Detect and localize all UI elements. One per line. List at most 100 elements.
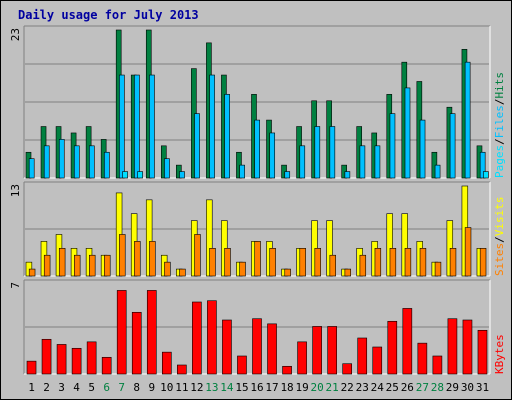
bar-sites-13 [209, 248, 216, 277]
x-tick-label-14: 14 [220, 381, 234, 394]
bar-files-9 [149, 74, 155, 179]
bar-files-26 [404, 87, 411, 179]
bar-sites-28 [434, 261, 442, 277]
bar-kbytes-22 [342, 363, 353, 375]
x-tick-label-30: 30 [461, 381, 474, 394]
bar-files-16 [254, 119, 260, 179]
bar-pages-31 [483, 171, 489, 179]
bar-files-17 [269, 132, 276, 179]
x-tick-label-11: 11 [175, 381, 188, 394]
bar-sites-4 [73, 254, 81, 277]
bar-files-21 [329, 126, 336, 179]
panel-top: 23 Pages/Files/Hits [9, 25, 506, 179]
bar-kbytes-10 [161, 351, 172, 375]
x-tick-label-2: 2 [43, 381, 50, 394]
bar-kbytes-21 [327, 326, 337, 375]
legend-visits: Visits [493, 197, 506, 237]
bars [26, 290, 488, 375]
x-tick-label-7: 7 [118, 381, 125, 394]
x-tick-label-23: 23 [356, 381, 369, 394]
bar-kbytes-6 [101, 356, 112, 375]
bar-sites-17 [269, 248, 276, 277]
bar-kbytes-11 [177, 364, 187, 375]
bar-files-18 [284, 171, 291, 179]
legend-separator: / [493, 236, 506, 243]
bar-files-13 [209, 74, 215, 179]
bar-sites-31 [479, 248, 487, 277]
bar-sites-24 [374, 248, 382, 277]
x-tick-label-25: 25 [386, 381, 399, 394]
y-max-label: 23 [9, 28, 22, 41]
bars [25, 185, 487, 277]
bar-sites-16 [254, 241, 261, 277]
panel-bottom: 7 KBytes [9, 279, 506, 375]
x-tick-label-12: 12 [190, 381, 203, 394]
bar-files-12 [194, 113, 200, 179]
x-tick-label-28: 28 [431, 381, 444, 394]
x-tick-label-15: 15 [235, 381, 248, 394]
x-tick-label-31: 31 [476, 381, 489, 394]
bar-sites-5 [89, 254, 96, 277]
bar-files-27 [419, 119, 426, 179]
y-max-label: 7 [9, 282, 22, 289]
x-tick-label-6: 6 [103, 381, 110, 394]
legend-files: Files [493, 105, 506, 138]
x-tick-label-8: 8 [133, 381, 140, 394]
bar-files-3 [58, 139, 65, 179]
legend-top: Pages/Files/Hits [493, 72, 506, 178]
bar-sites-7 [119, 234, 126, 277]
bar-sites-9 [149, 241, 156, 277]
bar-files-1 [28, 158, 35, 179]
bar-files-31 [479, 151, 486, 179]
bar-files-6 [104, 151, 110, 179]
bar-kbytes-15 [237, 355, 247, 375]
bar-files-30 [464, 61, 471, 179]
x-tick-label-20: 20 [311, 381, 324, 394]
bar-sites-26 [404, 248, 412, 277]
bar-sites-1 [28, 268, 36, 277]
x-tick-label-18: 18 [280, 381, 293, 394]
bar-kbytes-24 [372, 346, 383, 375]
bar-files-29 [449, 113, 456, 179]
legend-separator: / [493, 99, 506, 106]
bar-files-22 [344, 171, 351, 179]
bar-kbytes-9 [146, 290, 157, 375]
x-tick-label-9: 9 [148, 381, 155, 394]
bar-files-28 [434, 164, 441, 179]
bar-sites-20 [314, 248, 321, 277]
legend-sites: Sites [493, 243, 506, 276]
bar-files-23 [359, 145, 366, 179]
bar-kbytes-20 [312, 326, 322, 375]
bar-files-11 [179, 171, 185, 179]
x-tick-label-21: 21 [326, 381, 339, 394]
x-tick-label-22: 22 [341, 381, 354, 394]
bar-files-7 [119, 74, 125, 179]
bar-sites-22 [344, 268, 352, 277]
bar-sites-6 [104, 254, 111, 277]
x-tick-label-10: 10 [160, 381, 173, 394]
legend-bottom: KBytes [493, 334, 506, 374]
bar-sites-14 [224, 248, 231, 277]
bar-files-20 [314, 126, 321, 179]
bar-sites-2 [43, 254, 51, 277]
legend-pages: Pages [493, 145, 506, 178]
legend-separator: / [493, 138, 506, 145]
bar-kbytes-25 [387, 320, 398, 375]
bar-sites-23 [359, 254, 367, 277]
bar-kbytes-19 [297, 341, 307, 375]
x-tick-label-13: 13 [205, 381, 218, 394]
x-tick-label-5: 5 [88, 381, 95, 394]
panel-middle: 13 Sites/Visits [9, 181, 506, 277]
bar-sites-25 [389, 248, 397, 277]
bar-kbytes-23 [357, 337, 368, 375]
bar-kbytes-26 [402, 308, 413, 375]
bar-kbytes-16 [252, 318, 262, 375]
x-tick-label-4: 4 [73, 381, 80, 394]
bar-kbytes-8 [131, 311, 142, 375]
y-max-label: 13 [9, 184, 22, 197]
legend-middle: Sites/Visits [493, 197, 506, 277]
x-tick-label-1: 1 [28, 381, 35, 394]
bar-sites-30 [464, 227, 472, 277]
bar-sites-27 [419, 248, 427, 277]
